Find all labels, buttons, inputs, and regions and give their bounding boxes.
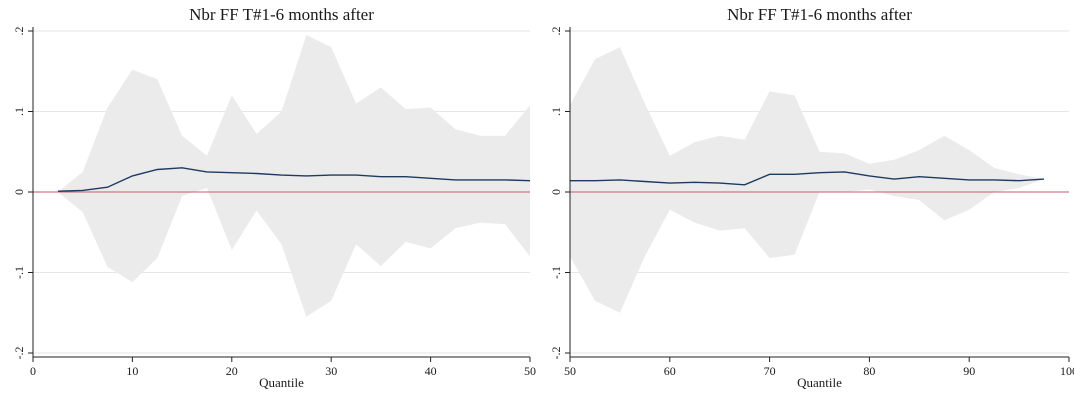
- x-tick-label: 100: [1060, 364, 1074, 378]
- estimate-line: [570, 171, 1045, 186]
- x-tick-label: 50: [564, 364, 576, 378]
- y-tick-label: -.1: [12, 266, 26, 279]
- chart-panel-right: -.2 -.1 0 .1 .2 50 60 70 80 90 100 Quantile Nbr FF T…: [537, 0, 1074, 401]
- y-tick-label: -.2: [549, 347, 563, 360]
- y-tick-label: .1: [549, 107, 563, 116]
- y-tick-label: .1: [12, 107, 26, 116]
- x-tick-label: 70: [764, 364, 776, 378]
- x-tick-label: 50: [524, 364, 536, 378]
- x-tick-label: 60: [664, 364, 676, 378]
- x-tick-label: 0: [30, 364, 36, 378]
- chart-panel-left: -.2 -.1 0 .1 .2 0 10 20 30 40 50 Quantile Nbr FF T#1…: [12, 5, 536, 390]
- x-tick-label: 10: [126, 364, 138, 378]
- x-tick-label: 90: [963, 364, 975, 378]
- y-tick-label: .2: [12, 27, 26, 36]
- x-tick-label: 40: [425, 364, 437, 378]
- y-tick-label: -.2: [12, 347, 26, 360]
- x-tick-label: 30: [325, 364, 337, 378]
- y-tick-label: .2: [549, 27, 563, 36]
- chart-svg-left: -.2 -.1 0 .1 .2 0 10 20 30 40 50 Quantile Nbr FF T#1…: [12, 5, 536, 390]
- x-tick-label: 20: [226, 364, 238, 378]
- estimate-line: [57, 167, 531, 192]
- y-tick-label: 0: [549, 189, 563, 195]
- confidence-band: [570, 47, 1044, 313]
- x-axis-label: Quantile: [797, 375, 842, 390]
- x-tick-label: 80: [863, 364, 875, 378]
- chart-title: Nbr FF T#1-6 months after: [189, 5, 374, 24]
- chart-title: Nbr FF T#1-6 months after: [727, 5, 912, 24]
- chart-svg-right: -.2 -.1 0 .1 .2 50 60 70 80 90 100 Quantile Nbr FF T…: [549, 5, 1074, 390]
- y-tick-label: 0: [12, 189, 26, 195]
- x-axis-label: Quantile: [259, 375, 304, 390]
- y-tick-label: -.1: [549, 266, 563, 279]
